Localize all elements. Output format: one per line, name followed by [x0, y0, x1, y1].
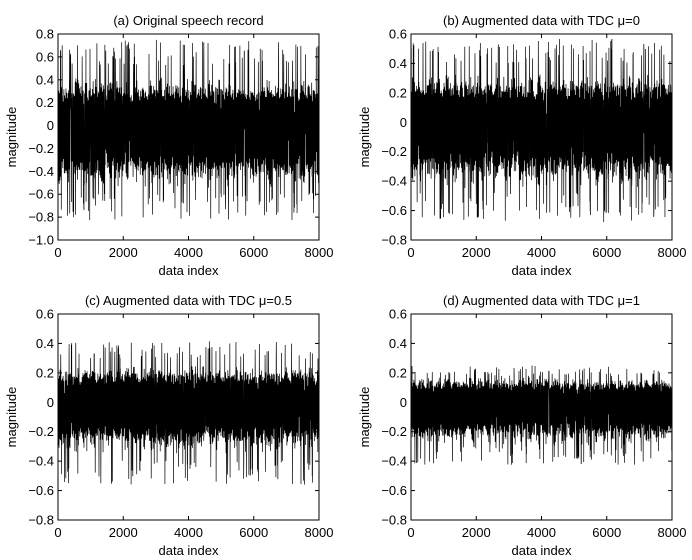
y-tick-label: 0.2: [36, 365, 54, 380]
y-tick-label: 0.8: [36, 27, 54, 42]
x-tick-label: 8000: [658, 525, 687, 540]
y-tick-label: 0.4: [36, 72, 54, 87]
y-tick-label: 0.6: [36, 49, 54, 64]
y-tick-label: −0.4: [381, 174, 407, 189]
y-tick-label: −0.2: [28, 424, 54, 439]
x-tick-label: 0: [54, 245, 61, 260]
y-axis-label: magnitude: [4, 107, 19, 168]
y-tick-label: −0.6: [28, 187, 54, 202]
y-axis-label: magnitude: [357, 387, 372, 448]
x-axis-label: data index: [159, 263, 219, 278]
x-axis-label: data index: [512, 543, 572, 558]
y-tick-label: −0.4: [28, 454, 54, 469]
x-axis-label: data index: [159, 543, 219, 558]
y-tick-label: 0.4: [389, 336, 407, 351]
x-tick-label: 0: [54, 525, 61, 540]
y-tick-label: 0.4: [389, 56, 407, 71]
y-axis-label: magnitude: [357, 107, 372, 168]
series-line-0: [57, 39, 320, 221]
y-tick-label: −0.2: [381, 144, 407, 159]
y-tick-label: 0.2: [36, 95, 54, 110]
x-tick-label: 2000: [109, 245, 138, 260]
subplot-2: 0 2000 4000 6000 8000 −0.8 −0.6 −0.4 −0.2 0 0.2 0.4…: [4, 293, 333, 558]
y-tick-label: 0: [47, 118, 54, 133]
chart-title: (d) Augmented data with TDC μ=1: [443, 293, 640, 308]
x-tick-label: 0: [407, 245, 414, 260]
y-tick-label: 0.6: [389, 27, 407, 42]
y-tick-label: 0.2: [389, 365, 407, 380]
y-tick-label: −0.8: [28, 513, 54, 528]
x-tick-label: 6000: [592, 525, 621, 540]
x-tick-label: 6000: [239, 525, 268, 540]
x-tick-label: 0: [407, 525, 414, 540]
subplot-3: 0 2000 4000 6000 8000 −0.8 −0.6 −0.4 −0.2 0 0.2 0.4…: [357, 293, 686, 558]
x-axis-label: data index: [512, 263, 572, 278]
y-tick-label: 0.2: [389, 85, 407, 100]
chart-title: (b) Augmented data with TDC μ=0: [443, 13, 640, 28]
y-tick-label: −0.8: [381, 233, 407, 248]
y-tick-label: −1.0: [28, 233, 54, 248]
y-tick-label: −0.6: [381, 483, 407, 498]
x-tick-label: 8000: [305, 525, 334, 540]
x-tick-label: 4000: [527, 245, 556, 260]
x-tick-label: 4000: [527, 525, 556, 540]
subplot-1: 0 2000 4000 6000 8000 −0.8 −0.6 −0.4 −0.2 0 0.2 0.4…: [357, 13, 686, 278]
y-tick-label: −0.8: [28, 210, 54, 225]
x-tick-label: 6000: [239, 245, 268, 260]
y-tick-label: 0.6: [36, 307, 54, 322]
x-tick-label: 4000: [174, 525, 203, 540]
y-tick-label: 0: [400, 115, 407, 130]
series-line-2: [57, 341, 320, 485]
y-tick-label: 0: [47, 395, 54, 410]
x-tick-label: 8000: [658, 245, 687, 260]
y-tick-label: −0.4: [28, 164, 54, 179]
y-tick-label: −0.6: [381, 203, 407, 218]
y-tick-label: −0.2: [28, 141, 54, 156]
series-line-1: [410, 38, 673, 223]
y-tick-label: −0.4: [381, 454, 407, 469]
y-axis-label: magnitude: [4, 387, 19, 448]
chart-title: (c) Augmented data with TDC μ=0.5: [85, 293, 292, 308]
y-tick-label: 0.6: [389, 307, 407, 322]
y-tick-label: −0.2: [381, 424, 407, 439]
y-tick-label: 0.4: [36, 336, 54, 351]
x-tick-label: 2000: [462, 525, 491, 540]
chart-title: (a) Original speech record: [113, 13, 263, 28]
series-line-3: [410, 365, 673, 465]
y-tick-label: −0.8: [381, 513, 407, 528]
x-tick-label: 2000: [462, 245, 491, 260]
x-tick-label: 4000: [174, 245, 203, 260]
subplot-0: 0 2000 4000 6000 8000 −1.0 −0.8 −0.6 −0.4 −0.2 0 0.…: [4, 13, 333, 278]
x-tick-label: 6000: [592, 245, 621, 260]
y-tick-label: −0.6: [28, 483, 54, 498]
x-tick-label: 8000: [305, 245, 334, 260]
y-tick-label: 0: [400, 395, 407, 410]
x-tick-label: 2000: [109, 525, 138, 540]
